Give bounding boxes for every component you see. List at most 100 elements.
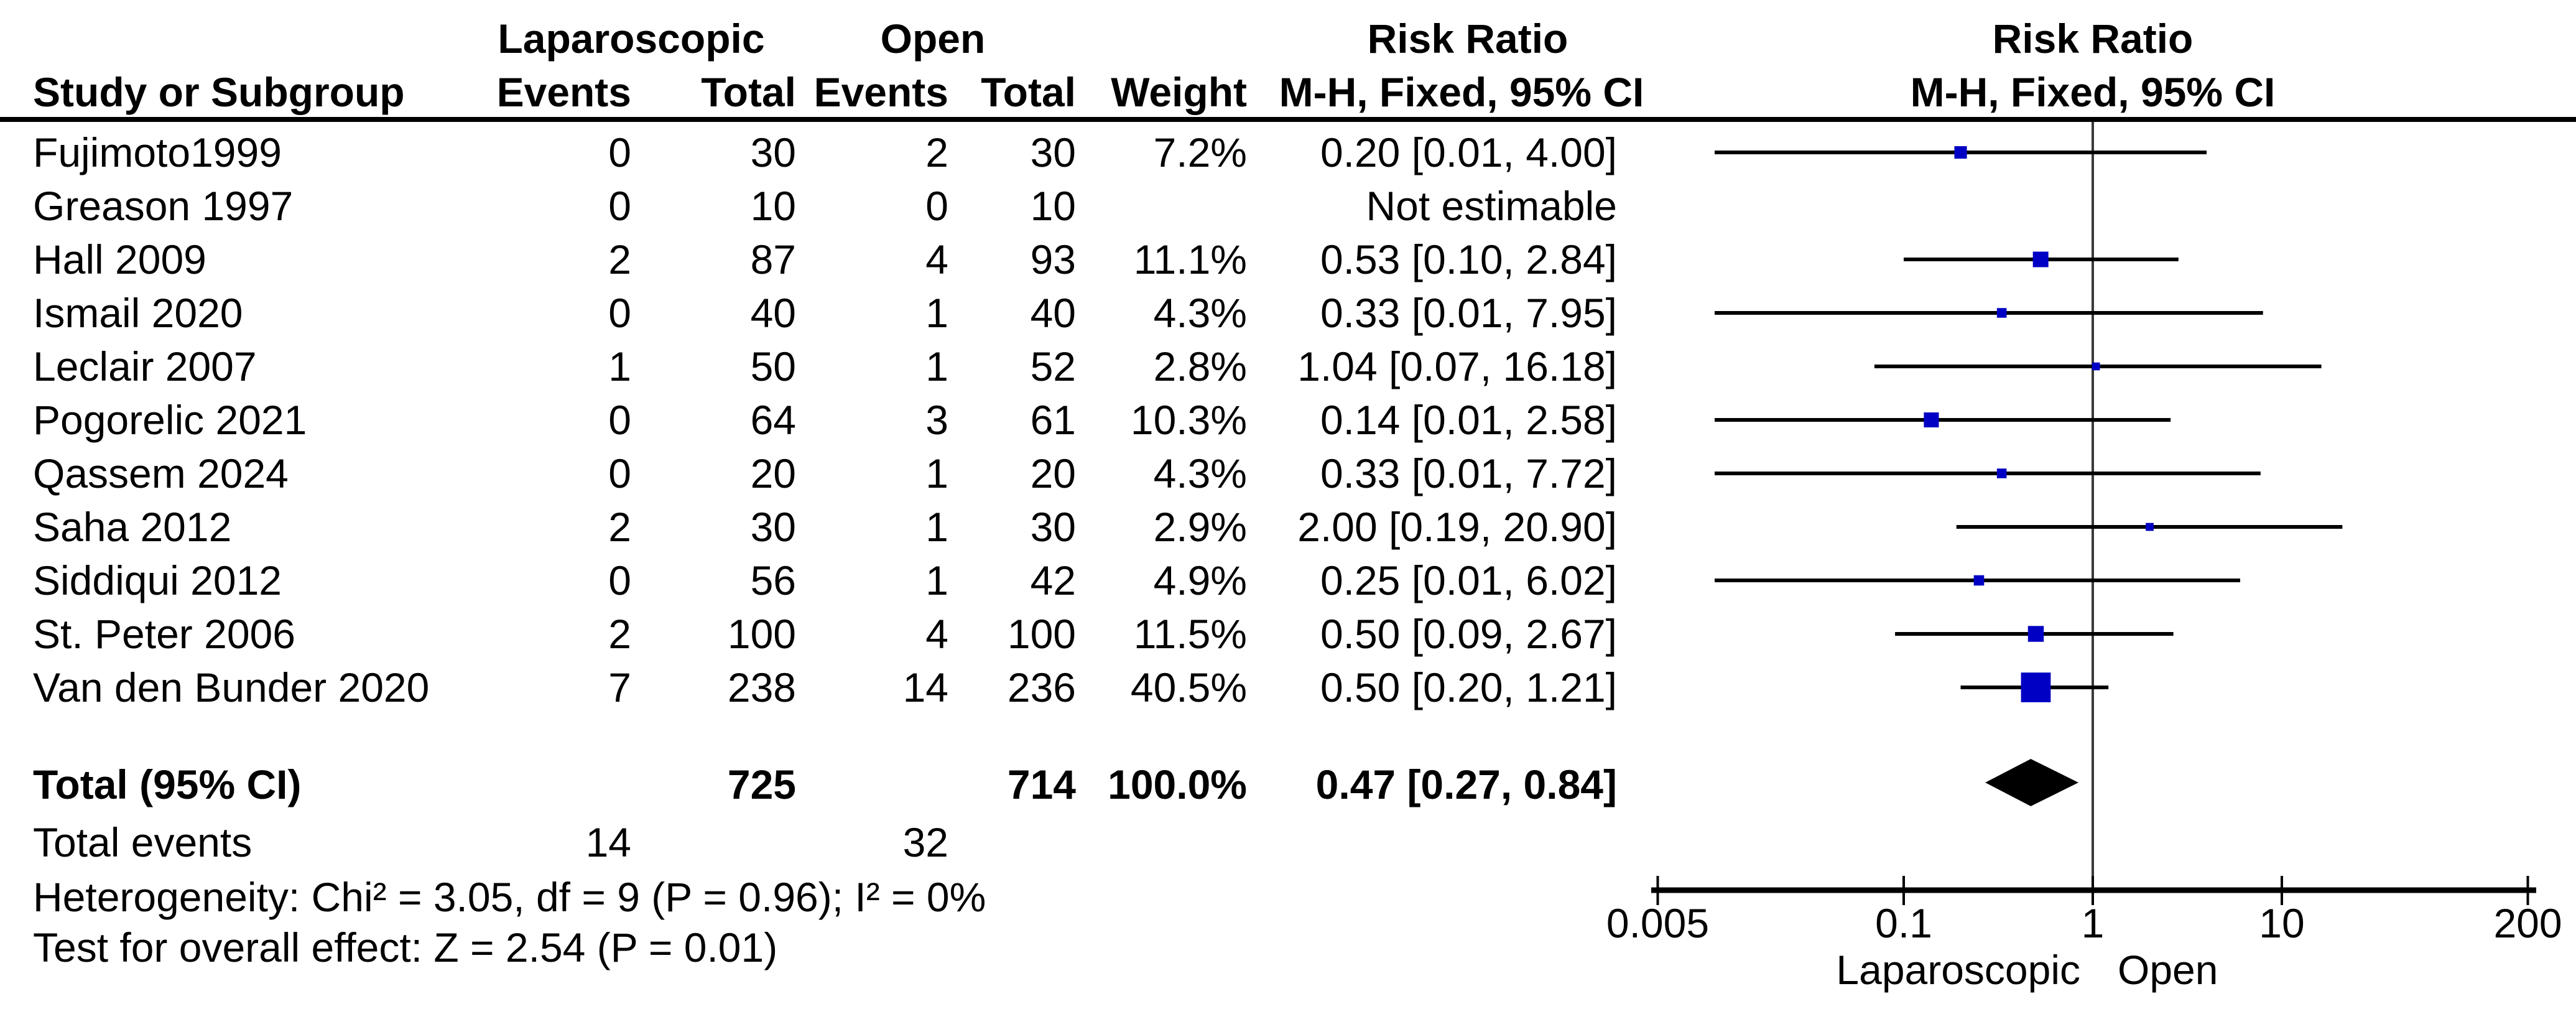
study-name-cell: Saha 2012 — [33, 504, 232, 550]
x-axis-tick-label: 10 — [2259, 900, 2304, 946]
rr-ci-cell: 0.14 [0.01, 2.58] — [1320, 397, 1617, 443]
total-events-open: 32 — [902, 819, 948, 865]
open-events-cell: 0 — [925, 183, 948, 229]
open-total-cell: 93 — [1030, 236, 1076, 282]
col-header-open-total: Total — [981, 69, 1076, 115]
lap-events-cell: 7 — [608, 664, 631, 710]
effect-square — [2021, 672, 2051, 702]
open-events-cell: 1 — [925, 450, 948, 496]
group-header-open: Open — [880, 16, 986, 62]
open-events-cell: 3 — [925, 397, 948, 443]
rr-ci-cell: 2.00 [0.19, 20.90] — [1297, 504, 1617, 550]
lap-events-cell: 0 — [608, 450, 631, 496]
risk-ratio-plot-title: Risk Ratio — [1992, 16, 2194, 62]
plot-header-mh-ci: M-H, Fixed, 95% CI — [1910, 69, 2276, 115]
open-total-cell: 236 — [1007, 664, 1076, 710]
total-rr-ci: 0.47 [0.27, 0.84] — [1315, 761, 1617, 807]
study-name-cell: Qassem 2024 — [33, 450, 289, 496]
lap-events-cell: 1 — [608, 343, 631, 389]
overall-effect-text: Test for overall effect: Z = 2.54 (P = 0… — [33, 924, 778, 970]
weight-cell: 4.9% — [1153, 557, 1247, 603]
rr-ci-cell: 0.33 [0.01, 7.95] — [1320, 290, 1617, 336]
weight-cell: 11.1% — [1133, 236, 1247, 282]
total-open-total: 714 — [1007, 761, 1076, 807]
open-events-cell: 14 — [902, 664, 948, 710]
lap-events-cell: 2 — [608, 611, 631, 657]
lap-total-cell: 100 — [727, 611, 796, 657]
effect-square — [1996, 308, 2007, 318]
favours-left-label: Laparoscopic — [1836, 947, 2080, 993]
open-total-cell: 40 — [1030, 290, 1076, 336]
lap-total-cell: 87 — [750, 236, 796, 282]
favours-right-label: Open — [2118, 947, 2218, 993]
effect-square — [2032, 251, 2049, 267]
study-name-cell: St. Peter 2006 — [33, 611, 295, 657]
lap-events-cell: 2 — [608, 504, 631, 550]
open-total-cell: 100 — [1007, 611, 1076, 657]
open-events-cell: 1 — [925, 290, 948, 336]
lap-events-cell: 0 — [608, 183, 631, 229]
lap-total-cell: 30 — [750, 129, 796, 175]
effect-square — [2146, 523, 2154, 531]
col-header-open-events: Events — [813, 69, 948, 115]
study-name-cell: Ismail 2020 — [33, 290, 243, 336]
effect-square — [1973, 575, 1985, 586]
open-total-cell: 61 — [1030, 397, 1076, 443]
summary-diamond — [1985, 759, 2078, 806]
group-header-laparoscopic: Laparoscopic — [498, 16, 765, 62]
weight-cell: 7.2% — [1153, 129, 1247, 175]
open-events-cell: 4 — [925, 611, 948, 657]
col-header-study: Study or Subgroup — [33, 69, 405, 115]
study-name-cell: Greason 1997 — [33, 183, 294, 229]
open-total-cell: 30 — [1030, 129, 1076, 175]
study-name-cell: Van den Bunder 2020 — [33, 664, 430, 710]
lap-events-cell: 0 — [608, 290, 631, 336]
lap-total-cell: 10 — [750, 183, 796, 229]
open-events-cell: 1 — [925, 504, 948, 550]
study-name-cell: Hall 2009 — [33, 236, 206, 282]
rr-ci-cell: 0.20 [0.01, 4.00] — [1320, 129, 1617, 175]
lap-events-cell: 0 — [608, 397, 631, 443]
rr-ci-cell: 0.50 [0.09, 2.67] — [1320, 611, 1617, 657]
study-name-cell: Pogorelic 2021 — [33, 397, 307, 443]
open-events-cell: 2 — [925, 129, 948, 175]
weight-cell: 10.3% — [1130, 397, 1247, 443]
col-header-weight: Weight — [1111, 69, 1247, 115]
open-events-cell: 1 — [925, 343, 948, 389]
x-axis-tick-label: 1 — [2082, 900, 2105, 946]
lap-total-cell: 50 — [750, 343, 796, 389]
col-header-lap-total: Total — [701, 69, 796, 115]
open-events-cell: 4 — [925, 236, 948, 282]
rr-ci-cell: 0.50 [0.20, 1.21] — [1320, 664, 1617, 710]
study-name-cell: Siddiqui 2012 — [33, 557, 282, 603]
rr-ci-cell: 0.33 [0.01, 7.72] — [1320, 450, 1617, 496]
lap-total-cell: 56 — [750, 557, 796, 603]
risk-ratio-column-title: Risk Ratio — [1367, 16, 1568, 62]
open-total-cell: 52 — [1030, 343, 1076, 389]
weight-cell: 2.9% — [1153, 504, 1247, 550]
open-total-cell: 10 — [1030, 183, 1076, 229]
total-events-lap: 14 — [585, 819, 631, 865]
total-weight: 100.0% — [1108, 761, 1247, 807]
lap-total-cell: 30 — [750, 504, 796, 550]
effect-square — [1954, 146, 1967, 159]
weight-cell: 2.8% — [1153, 343, 1247, 389]
effect-square — [2027, 626, 2044, 642]
rr-ci-cell: 0.53 [0.10, 2.84] — [1320, 236, 1617, 282]
col-header-lap-events: Events — [496, 69, 631, 115]
effect-square — [1924, 412, 1939, 428]
weight-cell: 40.5% — [1130, 664, 1247, 710]
heterogeneity-text: Heterogeneity: Chi² = 3.05, df = 9 (P = … — [33, 874, 986, 920]
x-axis-tick-label: 0.005 — [1606, 900, 1709, 946]
col-header-mh-ci: M-H, Fixed, 95% CI — [1279, 69, 1644, 115]
open-total-cell: 42 — [1030, 557, 1076, 603]
lap-total-cell: 20 — [750, 450, 796, 496]
x-axis-tick-label: 200 — [2493, 900, 2562, 946]
total-row-label: Total (95% CI) — [33, 761, 302, 807]
effect-square — [1996, 468, 2007, 478]
rr-ci-cell: Not estimable — [1366, 183, 1617, 229]
lap-events-cell: 2 — [608, 236, 631, 282]
open-events-cell: 1 — [925, 557, 948, 603]
